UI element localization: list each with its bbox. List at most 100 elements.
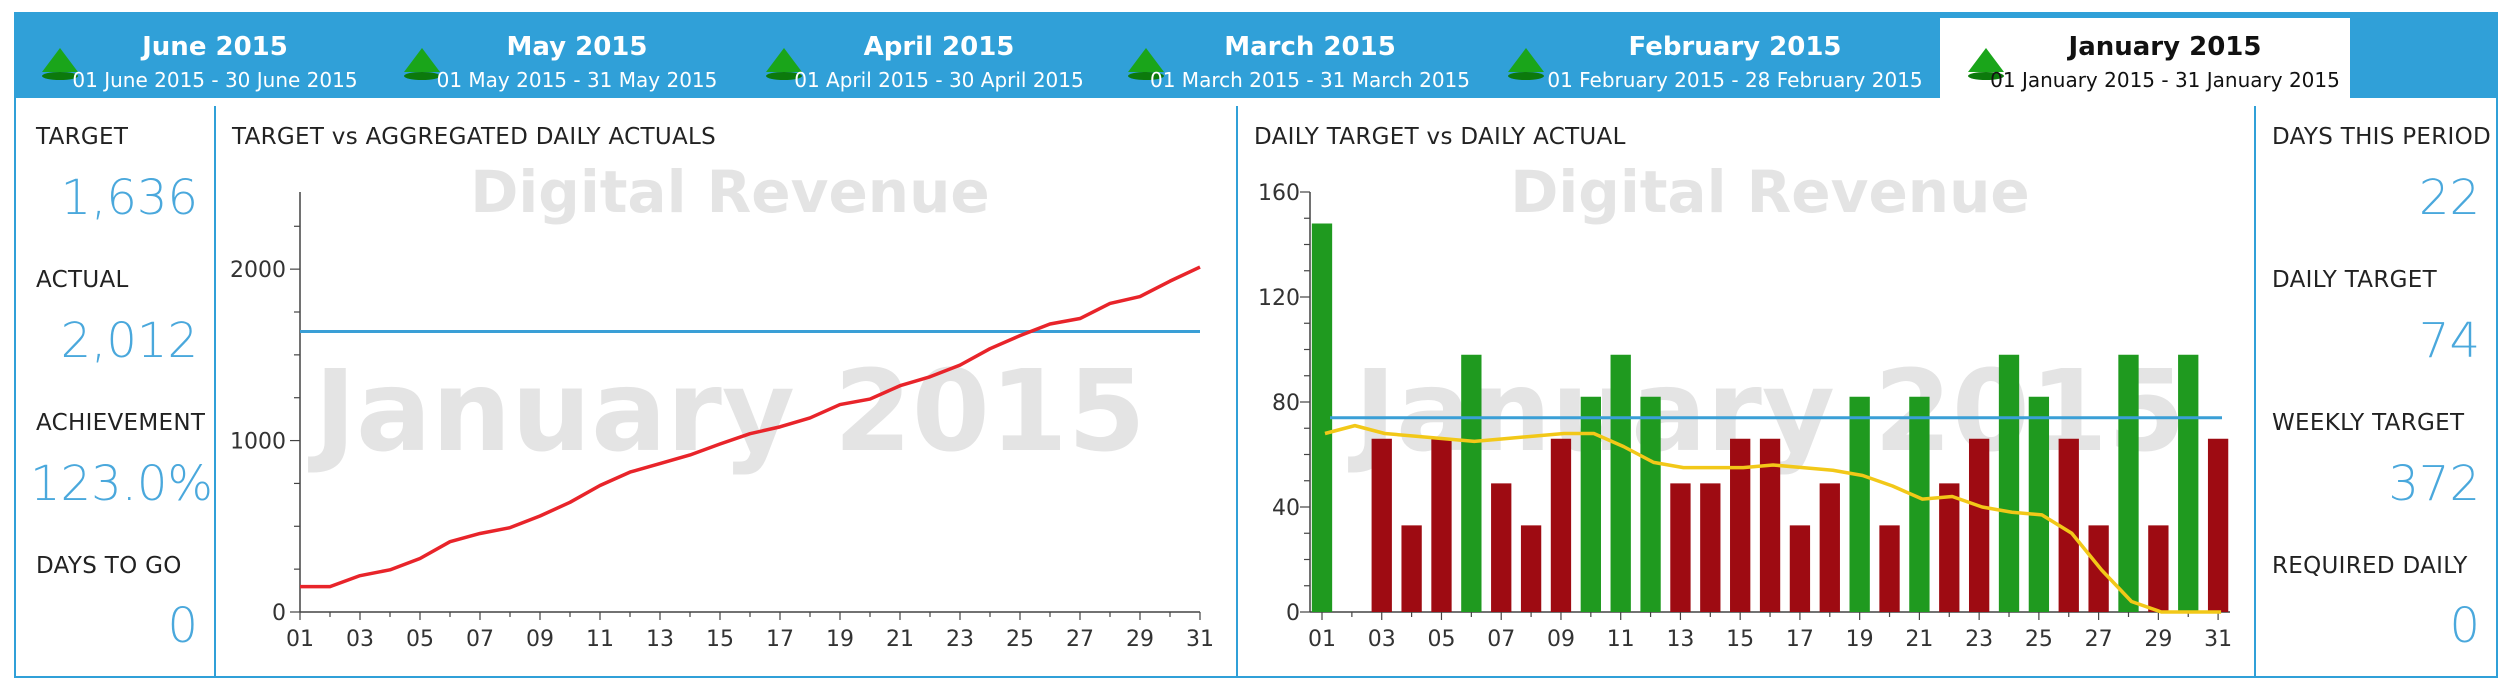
y-tick-label: 0	[1286, 601, 1300, 626]
x-tick-label: 09	[526, 627, 554, 652]
daily-bar	[1879, 525, 1900, 612]
tab-range: 01 April 2015 - 30 April 2015	[794, 68, 1084, 92]
cumulative-actual-line	[300, 265, 1201, 589]
tab-range: 01 March 2015 - 31 March 2015	[1150, 68, 1470, 92]
y-tick-label: 1000	[230, 430, 286, 455]
daily-bar	[1998, 354, 2020, 612]
divider	[1236, 106, 1238, 676]
daily-bar	[1640, 396, 1661, 612]
x-tick-label: 03	[346, 627, 374, 652]
daily-bar	[1730, 438, 1751, 612]
daily-bar	[1909, 396, 1930, 612]
x-tick-label: 31	[1186, 627, 1214, 652]
x-tick-label: 07	[1487, 627, 1515, 652]
tab-range: 01 February 2015 - 28 February 2015	[1547, 68, 1923, 92]
x-tick-label: 21	[886, 627, 914, 652]
x-tick-label: 23	[946, 627, 974, 652]
kpi-label-actual: ACTUAL	[36, 267, 129, 293]
x-tick-label: 13	[646, 627, 674, 652]
y-tick-label: 0	[272, 601, 286, 626]
green-triangle-icon	[404, 48, 440, 80]
x-tick-label: 15	[706, 627, 734, 652]
daily-bar	[2118, 354, 2139, 612]
kpi-value-required-daily: 0	[2449, 598, 2480, 654]
x-tick-label: 29	[1126, 627, 1154, 652]
x-tick-label: 25	[1006, 627, 1034, 652]
daily-bar	[1401, 525, 1422, 612]
watermark-title: Digital Revenue	[470, 158, 989, 226]
green-triangle-icon	[1508, 48, 1544, 80]
daily-bar	[1491, 483, 1512, 612]
x-tick-label: 19	[826, 627, 854, 652]
daily-bar	[1819, 483, 1840, 612]
y-tick-label: 120	[1258, 286, 1300, 311]
kpi-value-days-to-go: 0	[167, 598, 198, 654]
y-tick-label: 80	[1272, 391, 1300, 416]
x-tick-label: 21	[1905, 627, 1933, 652]
daily-bar	[2028, 396, 2050, 612]
x-tick-label: 17	[1786, 627, 1814, 652]
tab-january-2015[interactable]: January 2015 01 January 2015 - 31 Januar…	[1940, 18, 2350, 100]
tab-title: March 2015	[1224, 32, 1396, 62]
tab-february-2015[interactable]: February 2015 01 February 2015 - 28 Febr…	[1480, 18, 1950, 98]
chart-title: TARGET vs AGGREGATED DAILY ACTUALS	[232, 124, 717, 150]
kpi-value-actual: 2,012	[60, 313, 198, 369]
kpi-label-achievement: ACHIEVEMENT	[36, 410, 206, 436]
daily-bar	[1968, 438, 1990, 612]
daily-bar	[1371, 438, 1392, 612]
tab-range: 01 June 2015 - 30 June 2015	[72, 68, 358, 92]
tab-title: April 2015	[863, 32, 1015, 62]
kpi-value-days-this-period: 22	[2418, 170, 2480, 226]
divider	[214, 106, 216, 676]
y-tick-label: 160	[1258, 181, 1300, 206]
kpi-label-days-to-go: DAYS TO GO	[36, 553, 182, 579]
tab-title: June 2015	[142, 32, 288, 62]
kpi-value-weekly-target: 372	[2388, 456, 2480, 512]
daily-bar	[1520, 525, 1542, 612]
x-tick-label: 05	[1427, 627, 1455, 652]
x-tick-label: 05	[406, 627, 434, 652]
x-tick-label: 29	[2144, 627, 2172, 652]
daily-bar	[1700, 483, 1721, 612]
content-frame	[14, 98, 2498, 678]
x-tick-label: 15	[1726, 627, 1754, 652]
daily-bar	[2178, 354, 2199, 612]
kpi-label-weekly-target: WEEKLY TARGET	[2272, 410, 2465, 436]
daily-bar	[1550, 438, 1572, 612]
kpi-value-target: 1,636	[60, 170, 198, 226]
kpi-label-target: TARGET	[36, 124, 129, 150]
required-daily-line	[1324, 423, 2222, 614]
daily-bar	[2058, 438, 2079, 612]
daily-bar	[1461, 354, 1482, 612]
period-tab-bar: June 2015 01 June 2015 - 30 June 2015 Ma…	[14, 12, 2498, 100]
green-triangle-icon	[766, 48, 802, 80]
daily-bar	[1849, 396, 1870, 612]
kpi-value-achievement: 123.0%	[30, 456, 214, 512]
daily-bar	[1939, 483, 1960, 612]
tab-may-2015[interactable]: May 2015 01 May 2015 - 31 May 2015	[376, 18, 738, 98]
tab-title: January 2015	[2068, 32, 2262, 62]
chart-title: DAILY TARGET vs DAILY ACTUAL	[1254, 124, 1626, 150]
tab-range: 01 January 2015 - 31 January 2015	[1990, 68, 2340, 92]
tab-title: February 2015	[1628, 32, 1842, 62]
tab-march-2015[interactable]: March 2015 01 March 2015 - 31 March 2015	[1100, 18, 1480, 98]
daily-bar	[1789, 525, 1811, 612]
daily-bar	[1759, 438, 1781, 612]
x-tick-label: 17	[766, 627, 794, 652]
green-triangle-icon	[42, 48, 78, 80]
daily-bar	[1580, 396, 1601, 612]
x-tick-label: 25	[2025, 627, 2053, 652]
x-tick-label: 01	[286, 627, 314, 652]
x-tick-label: 03	[1368, 627, 1396, 652]
y-tick-label: 2000	[230, 258, 286, 283]
tab-june-2015[interactable]: June 2015 01 June 2015 - 30 June 2015	[14, 18, 376, 98]
kpi-value-daily-target: 74	[2418, 313, 2480, 369]
green-triangle-icon	[1968, 48, 2004, 80]
x-tick-label: 11	[586, 627, 614, 652]
daily-bar	[1670, 483, 1691, 612]
x-tick-label: 27	[1066, 627, 1094, 652]
tab-april-2015[interactable]: April 2015 01 April 2015 - 30 April 2015	[738, 18, 1100, 98]
x-tick-label: 09	[1547, 627, 1575, 652]
